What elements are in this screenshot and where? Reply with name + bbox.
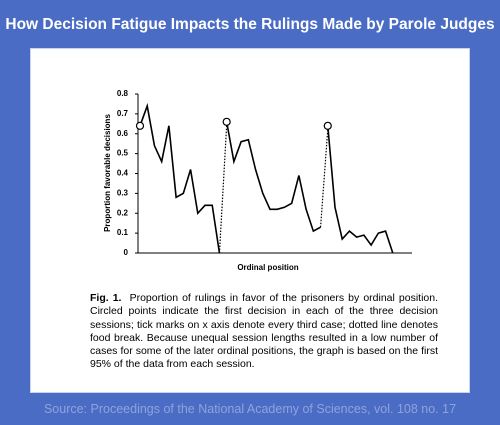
food-break-line (218, 125, 228, 254)
food-break-line (319, 129, 329, 228)
figure-panel (30, 48, 470, 393)
y-tick-label: 0 (124, 248, 129, 257)
session-start-marker (323, 121, 332, 130)
y-tick-label: 0.2 (117, 208, 129, 217)
session-line (326, 125, 394, 254)
page-title: How Decision Fatigue Impacts the Rulings… (5, 16, 495, 33)
y-axis-label: Proportion favorable decisions (103, 114, 112, 232)
session-line (225, 121, 321, 233)
x-axis-label: Ordinal position (237, 263, 298, 272)
y-tick-label: 0.6 (117, 129, 129, 138)
session-start-marker (222, 117, 231, 126)
y-tick-label: 0.1 (117, 228, 129, 237)
figure-label: Fig. 1. (90, 292, 122, 304)
caption: Fig. 1. Proportion of rulings in favor o… (90, 292, 438, 372)
y-tick-label: 0.3 (117, 188, 129, 197)
session-line (139, 102, 221, 254)
source: Source: Proceedings of the National Acad… (43, 402, 457, 416)
y-tick-label: 0.8 (117, 89, 129, 98)
caption-text: Proportion of rulings in favor of the pr… (90, 292, 439, 371)
y-tick-label: 0.4 (117, 169, 129, 178)
y-tick-label: 0.7 (117, 109, 129, 118)
y-tick-label: 0.5 (117, 149, 129, 158)
session-start-marker (135, 121, 145, 130)
